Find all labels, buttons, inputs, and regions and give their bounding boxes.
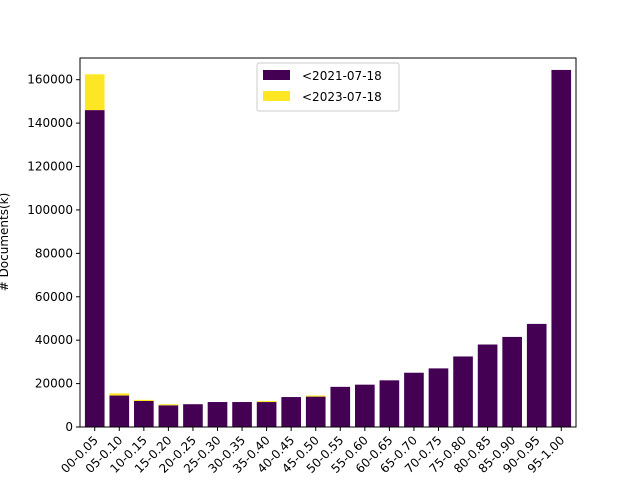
legend: <2021-07-18 <2023-07-18 xyxy=(256,62,400,112)
bar-series-1-0.05-0.10 xyxy=(109,395,130,427)
bar-series-1-0.00-0.05 xyxy=(84,110,105,427)
y-tick-label: 160000 xyxy=(27,73,73,87)
legend-swatch-series-1 xyxy=(263,70,290,80)
y-tick-label: 120000 xyxy=(27,160,73,174)
bar-series-1-0.90-0.95 xyxy=(526,323,547,427)
bar-series-1-0.30-0.35 xyxy=(232,402,252,427)
y-tick-label: 100000 xyxy=(27,203,73,217)
legend-label-series-2: <2023-07-18 xyxy=(302,90,382,104)
y-axis-label: # Documents(k) xyxy=(0,193,11,292)
bars-layer xyxy=(84,69,572,427)
bar-series-1-0.80-0.85 xyxy=(477,344,498,427)
bar-series-1-0.50-0.55 xyxy=(330,386,351,427)
bar-series-1-0.60-0.65 xyxy=(379,380,400,427)
bar-series-1-0.25-0.30 xyxy=(207,402,228,427)
bar-series-1-0.95-1.00 xyxy=(551,69,572,427)
bar-series-2-0.15-0.20 xyxy=(158,404,179,406)
bar-series-1-0.65-0.70 xyxy=(404,372,424,427)
bar-series-1-0.75-0.80 xyxy=(453,356,473,427)
y-tick-label: 0 xyxy=(65,420,73,434)
y-tick-label: 40000 xyxy=(35,333,73,347)
bar-series-2-0.45-0.50 xyxy=(305,395,326,397)
bar-series-1-0.40-0.45 xyxy=(281,397,301,427)
bar-series-2-0.00-0.05 xyxy=(84,74,105,111)
y-axis: 0 20000 40000 60000 80000 100000 120000 140000 1… xyxy=(27,73,80,434)
legend-box xyxy=(256,62,400,112)
y-tick-label: 60000 xyxy=(35,290,73,304)
y-tick-label: 80000 xyxy=(35,246,73,260)
y-tick-label: 20000 xyxy=(35,377,73,391)
bar-series-1-0.15-0.20 xyxy=(158,405,179,427)
bar-series-1-0.45-0.50 xyxy=(305,396,326,427)
legend-swatch-series-2 xyxy=(263,91,290,101)
axes-frame xyxy=(79,57,577,428)
bar-series-1-0.70-0.75 xyxy=(428,368,449,427)
bar-series-1-0.35-0.40 xyxy=(256,402,277,427)
bar-series-1-0.10-0.15 xyxy=(134,400,154,427)
bar-series-2-0.35-0.40 xyxy=(256,400,277,403)
bar-series-2-0.10-0.15 xyxy=(134,399,154,401)
y-tick-label: 140000 xyxy=(27,116,73,130)
bar-series-1-0.55-0.60 xyxy=(355,384,375,427)
legend-label-series-1: <2021-07-18 xyxy=(302,69,382,83)
bar-series-1-0.20-0.25 xyxy=(183,404,203,427)
bar-series-2-0.05-0.10 xyxy=(109,393,130,396)
bar-series-1-0.85-0.90 xyxy=(502,336,522,427)
